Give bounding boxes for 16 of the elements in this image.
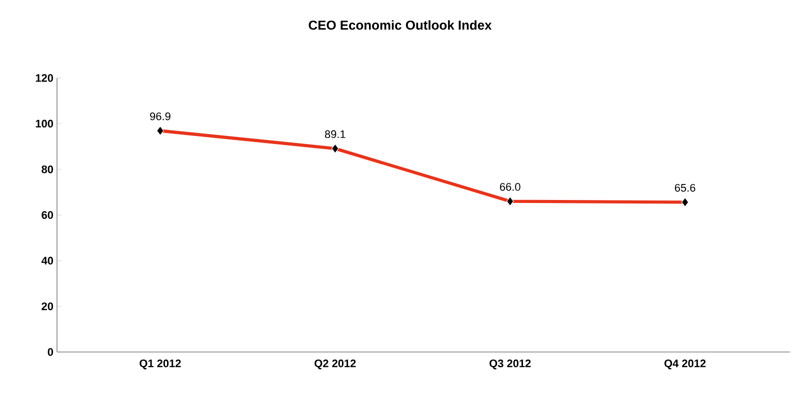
x-tick-label: Q4 2012	[664, 360, 706, 370]
y-tick-label: 40	[41, 256, 54, 265]
data-label: 65.6	[674, 184, 696, 192]
y-tick-label: 60	[42, 211, 54, 219]
x-tick-label: Q2 2012	[314, 360, 356, 370]
x-tick-label: Q3 2012	[490, 360, 531, 370]
chart-title: CEO Economic Outlook Index	[308, 20, 492, 30]
y-tick-label: 20	[42, 302, 54, 310]
y-tick-label: 80	[42, 165, 54, 174]
data-label: 96.9	[150, 112, 170, 120]
y-tick-label: 120	[36, 74, 54, 82]
y-tick-label: 0	[48, 348, 54, 356]
y-tick-label: 100	[36, 120, 54, 128]
data-label: 89.1	[324, 130, 346, 138]
data-label: 66.0	[500, 183, 520, 191]
x-tick-label: Q1 2012	[140, 360, 181, 370]
